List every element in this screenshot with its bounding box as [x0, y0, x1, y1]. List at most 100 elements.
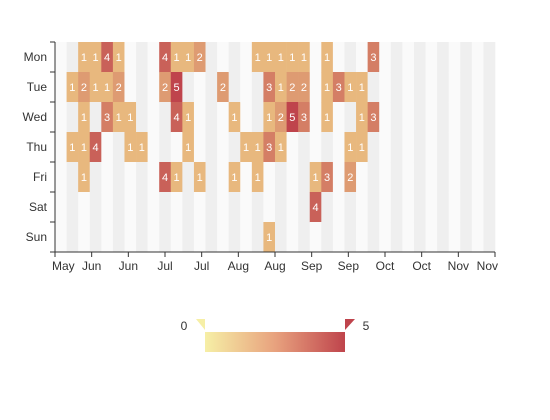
heatmap-cell[interactable] — [379, 42, 392, 73]
heatmap-cell[interactable] — [437, 162, 449, 193]
heatmap-cell[interactable] — [321, 192, 334, 223]
heatmap-cell[interactable] — [286, 102, 299, 133]
heatmap-cell[interactable] — [251, 72, 264, 103]
heatmap-cell[interactable] — [275, 132, 287, 163]
heatmap-cell[interactable] — [55, 162, 67, 193]
heatmap-cell[interactable] — [263, 162, 276, 193]
heatmap-cell[interactable] — [136, 192, 148, 223]
heatmap-cell[interactable] — [379, 222, 392, 253]
heatmap-cell[interactable] — [275, 192, 287, 223]
heatmap-cell[interactable] — [460, 72, 473, 103]
heatmap-cell[interactable] — [356, 162, 368, 193]
heatmap-cell[interactable] — [182, 132, 195, 163]
heatmap-cell[interactable] — [182, 72, 195, 103]
heatmap-cell[interactable] — [182, 192, 195, 223]
heatmap-cell[interactable] — [124, 102, 137, 133]
heatmap-cell[interactable] — [112, 162, 125, 193]
heatmap-cell[interactable] — [240, 222, 253, 253]
heatmap-cell[interactable] — [205, 132, 218, 163]
heatmap-cell[interactable] — [390, 132, 403, 163]
heatmap-cell[interactable] — [321, 102, 334, 133]
heatmap-cell[interactable] — [66, 192, 79, 223]
heatmap-cell[interactable] — [402, 42, 415, 73]
heatmap-cell[interactable] — [437, 72, 449, 103]
heatmap-cell[interactable] — [321, 162, 334, 193]
heatmap-cell[interactable] — [483, 72, 496, 103]
heatmap-cell[interactable] — [66, 42, 79, 73]
heatmap-cell[interactable] — [251, 192, 264, 223]
heatmap-cell[interactable] — [251, 132, 264, 163]
heatmap-cell[interactable] — [193, 42, 206, 73]
heatmap-cell[interactable] — [402, 132, 415, 163]
heatmap-cell[interactable] — [66, 222, 79, 253]
heatmap-cell[interactable] — [448, 222, 461, 253]
heatmap-cell[interactable] — [332, 132, 345, 163]
heatmap-cell[interactable] — [55, 222, 67, 253]
heatmap-cell[interactable] — [356, 192, 368, 223]
heatmap-cell[interactable] — [356, 102, 368, 133]
heatmap-cell[interactable] — [66, 102, 79, 133]
heatmap-cell[interactable] — [78, 162, 91, 193]
heatmap-cell[interactable] — [147, 42, 160, 73]
heatmap-cell[interactable] — [205, 102, 218, 133]
heatmap-cell[interactable] — [321, 42, 334, 73]
heatmap-cell[interactable] — [182, 102, 195, 133]
heatmap-cell[interactable] — [147, 132, 160, 163]
heatmap-cell[interactable] — [275, 72, 287, 103]
heatmap-cell[interactable] — [101, 102, 114, 133]
heatmap-cell[interactable] — [483, 192, 496, 223]
heatmap-cell[interactable] — [112, 192, 125, 223]
heatmap-cell[interactable] — [471, 102, 484, 133]
heatmap-cell[interactable] — [483, 42, 496, 73]
heatmap-cell[interactable] — [309, 162, 322, 193]
heatmap-cell[interactable] — [217, 72, 229, 103]
heatmap-cell[interactable] — [55, 132, 67, 163]
heatmap-cell[interactable] — [78, 132, 91, 163]
heatmap-cell[interactable] — [228, 132, 241, 163]
heatmap-cell[interactable] — [344, 162, 357, 193]
heatmap-cell[interactable] — [298, 192, 311, 223]
heatmap-cell[interactable] — [309, 222, 322, 253]
heatmap-cell[interactable] — [483, 102, 496, 133]
heatmap-cell[interactable] — [471, 162, 484, 193]
heatmap-cell[interactable] — [217, 102, 229, 133]
heatmap-cell[interactable] — [460, 102, 473, 133]
heatmap-cell[interactable] — [228, 162, 241, 193]
heatmap-cell[interactable] — [170, 162, 183, 193]
heatmap-cell[interactable] — [66, 132, 79, 163]
heatmap-cell[interactable] — [460, 132, 473, 163]
heatmap-cell[interactable] — [275, 162, 287, 193]
heatmap-cell[interactable] — [170, 192, 183, 223]
heatmap-cell[interactable] — [390, 162, 403, 193]
heatmap-cell[interactable] — [193, 192, 206, 223]
heatmap-cell[interactable] — [356, 42, 368, 73]
heatmap-cell[interactable] — [309, 42, 322, 73]
heatmap-cell[interactable] — [112, 132, 125, 163]
heatmap-cell[interactable] — [89, 192, 102, 223]
heatmap-cell[interactable] — [55, 192, 67, 223]
heatmap-cell[interactable] — [182, 162, 195, 193]
heatmap-cell[interactable] — [251, 222, 264, 253]
visual-map-gradient-bar[interactable] — [205, 332, 345, 352]
heatmap-cell[interactable] — [275, 222, 287, 253]
heatmap-cell[interactable] — [448, 72, 461, 103]
heatmap-cell[interactable] — [471, 132, 484, 163]
heatmap-cell[interactable] — [413, 72, 426, 103]
heatmap-cell[interactable] — [217, 192, 229, 223]
heatmap-cell[interactable] — [89, 42, 102, 73]
heatmap-cell[interactable] — [379, 132, 392, 163]
heatmap-cell[interactable] — [193, 132, 206, 163]
heatmap-cell[interactable] — [159, 72, 172, 103]
heatmap-cell[interactable] — [413, 132, 426, 163]
heatmap-cell[interactable] — [448, 132, 461, 163]
heatmap-cell[interactable] — [228, 42, 241, 73]
heatmap-cell[interactable] — [390, 192, 403, 223]
heatmap-cell[interactable] — [159, 42, 172, 73]
heatmap-cell[interactable] — [170, 72, 183, 103]
heatmap-cell[interactable] — [298, 222, 311, 253]
heatmap-cell[interactable] — [344, 42, 357, 73]
heatmap-cell[interactable] — [89, 132, 102, 163]
heatmap-cell[interactable] — [448, 192, 461, 223]
heatmap-cell[interactable] — [78, 72, 91, 103]
heatmap-cell[interactable] — [367, 42, 380, 73]
